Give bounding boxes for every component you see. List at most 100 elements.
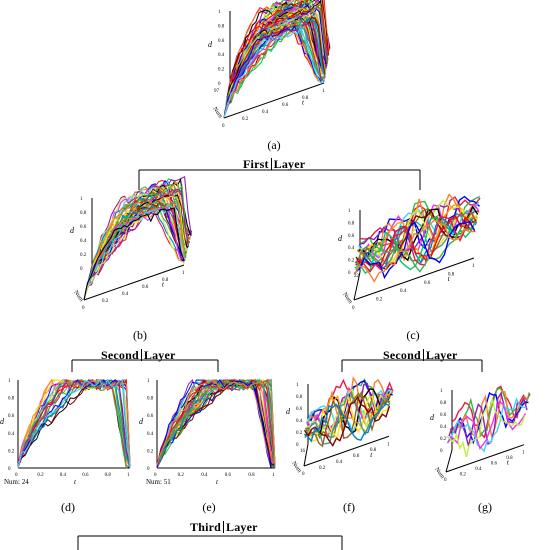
panel-b-curve xyxy=(90,175,192,271)
second-layer-right-title: Second Layer xyxy=(383,348,458,363)
panel-c-z-tick: 0.6 xyxy=(348,234,355,239)
second-left-word2: Layer xyxy=(143,348,176,362)
panel-c-curve xyxy=(358,195,480,255)
first-layer-word1: First xyxy=(243,157,269,171)
panel-f-num-value: 16 xyxy=(300,449,306,454)
panel-g-z-tick: 0.8 xyxy=(440,401,447,406)
panel-g-t-tick: 0 xyxy=(444,478,447,483)
panel-d-curve xyxy=(17,379,131,469)
first-layer-title: First Layer xyxy=(243,157,305,172)
panel-c-curve xyxy=(354,220,476,280)
panel-d-y-tick: 0.2 xyxy=(8,449,15,454)
panel-b-curve xyxy=(86,195,188,289)
panel-e-curve xyxy=(156,379,276,466)
panel-a-z-tick: 1 xyxy=(218,10,221,15)
panel-d-y-tick: 0 xyxy=(8,467,11,472)
panel-e-curve xyxy=(156,379,276,469)
panel-b-t-tick: 0 xyxy=(82,306,85,311)
panel-g-z-tick: 0.2 xyxy=(440,437,447,442)
panel-c-t-tick: 0 xyxy=(352,306,355,311)
panel-b-z-tick: 0.8 xyxy=(80,211,87,216)
panel-f-curve xyxy=(306,389,392,435)
panel-c-z-tick: 0.4 xyxy=(348,246,355,251)
panel-a-t-tick: 1 xyxy=(322,89,325,94)
panel-d-y-tick: 1 xyxy=(8,379,11,384)
panel-a-num-label: Num xyxy=(211,106,223,120)
panel-a-curve xyxy=(224,24,326,114)
panel-e-y-tick: 0 xyxy=(147,467,150,472)
panel-a-t-tick: 0.2 xyxy=(242,117,249,122)
panel-b-curve xyxy=(84,204,186,293)
panel-g-z-tick: 0.4 xyxy=(440,425,447,430)
panel-f-z-tick: 0.2 xyxy=(296,431,303,436)
panel-a-curve xyxy=(223,23,325,114)
panel-c-num-value: 22 xyxy=(354,274,360,279)
panel-b-t-tick: 0.6 xyxy=(142,285,149,290)
panel-e-curve xyxy=(156,379,276,469)
panel-c-curve xyxy=(358,204,480,253)
panel-b-t-axis xyxy=(83,264,185,301)
panel-g-t-tick: 0.6 xyxy=(491,462,498,467)
panel-f-t-label: t xyxy=(370,451,373,459)
panel-d-curve xyxy=(17,378,131,469)
panel-f-t-tick: 1 xyxy=(387,442,390,447)
panel-g-t-label: t xyxy=(507,459,510,467)
panel-f-t-tick: 0.8 xyxy=(370,448,377,453)
panel-a-curve xyxy=(223,31,325,117)
third-layer-word2: Layer xyxy=(226,520,258,534)
panel-e-curve xyxy=(156,378,276,469)
label-b: (b) xyxy=(133,328,147,342)
panel-a-t-tick: 0 xyxy=(222,124,225,129)
panel-e-y-tick: 0.2 xyxy=(147,449,154,454)
panel-e-x-tick: 0.6 xyxy=(225,473,232,478)
panel-d-curve xyxy=(17,380,131,469)
panel-g-t-tick: 1 xyxy=(522,451,525,456)
panel-f-curve xyxy=(304,390,390,448)
panel-e-x-tick: 1 xyxy=(272,473,275,478)
panel-e-curve xyxy=(156,379,276,469)
panel-b-t-tick: 0.4 xyxy=(122,292,129,297)
panel-e-x-tick: 0 xyxy=(154,473,157,478)
label-f: (f) xyxy=(343,500,355,514)
panel-c-z-tick: 0.2 xyxy=(348,259,355,264)
panel-e-y-tick: 0.4 xyxy=(147,432,154,437)
panel-c-t-tick: 0.4 xyxy=(400,289,407,294)
panel-g-curve xyxy=(447,397,527,453)
panel-d-x-tick: 0 xyxy=(15,473,18,478)
panel-c-t-tick: 0.8 xyxy=(448,272,455,277)
panel-a-curve xyxy=(224,17,326,111)
panel-a-num-value: 97 xyxy=(214,89,220,94)
panel-f-d-label: d xyxy=(286,407,291,416)
panel-d-curve xyxy=(17,379,131,468)
label-d: (d) xyxy=(61,500,75,514)
second-right-word1: Second xyxy=(383,348,421,362)
panel-g-num-axis xyxy=(445,449,453,473)
panel-a-z-tick: 0.2 xyxy=(218,68,225,73)
panel-e-y-tick: 0.6 xyxy=(147,414,154,419)
panel-g-curve xyxy=(446,400,527,450)
first-layer-word2: Layer xyxy=(273,157,306,171)
panel-d-y-tick: 0.8 xyxy=(8,397,15,402)
panel-b-curve xyxy=(83,207,185,300)
panel-e-d-label: d xyxy=(139,417,144,426)
panel-e-x-tick: 0.8 xyxy=(248,473,255,478)
panel-f-z-tick: 0.4 xyxy=(296,419,303,424)
panel-b-d-label: d xyxy=(70,226,75,235)
panel-g-t-tick: 0.8 xyxy=(506,456,513,461)
panel-f-t-tick: 0.4 xyxy=(336,460,343,465)
panel-a-curve xyxy=(229,0,331,86)
panel-d-y-tick: 0.6 xyxy=(8,414,15,419)
panel-d-x-tick: 0.6 xyxy=(82,473,89,478)
label-e: (e) xyxy=(202,500,216,514)
panel-g-z-tick: 1 xyxy=(440,389,443,394)
panel-c-z-tick: 0 xyxy=(348,271,351,276)
panel-c-t-tick: 0.2 xyxy=(376,298,383,303)
panel-f-t-axis xyxy=(303,435,390,467)
panel-d-x-tick: 0.2 xyxy=(37,473,44,478)
panel-c-curve xyxy=(357,201,480,257)
second-layer-left-title: Second Layer xyxy=(101,348,176,363)
panel-c-num-label: Num xyxy=(341,292,353,306)
panel-b-z-tick: 0.6 xyxy=(80,225,87,230)
panel-f-num-label: Num xyxy=(290,461,302,475)
